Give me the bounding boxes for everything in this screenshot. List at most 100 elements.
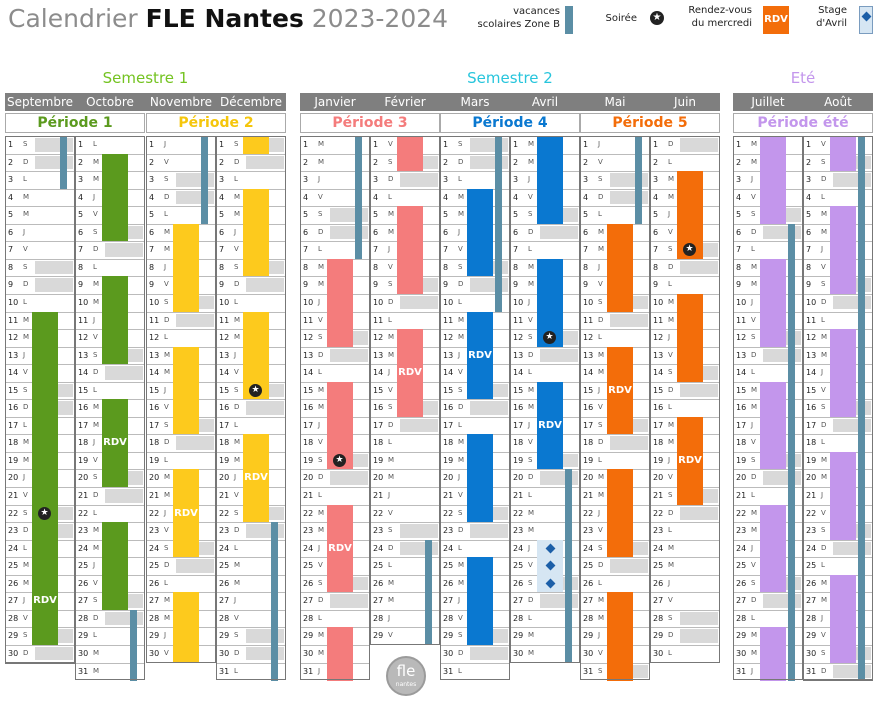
- day-number: 4: [513, 192, 519, 202]
- day-letter: L: [821, 192, 825, 201]
- day-number: 9: [373, 280, 379, 290]
- day-letter: S: [528, 455, 533, 464]
- day-letter: L: [388, 438, 392, 447]
- day-letter: M: [528, 140, 535, 148]
- day-letter: V: [458, 368, 463, 377]
- day-letter: M: [93, 280, 100, 289]
- day-number: 29: [303, 631, 314, 641]
- day-number: 31: [806, 666, 817, 676]
- day-letter: V: [318, 192, 323, 201]
- day-letter: M: [751, 140, 758, 148]
- period-day-bar: [677, 311, 703, 330]
- day-number: 5: [219, 210, 225, 220]
- day-number: 28: [736, 613, 747, 623]
- day-letter: V: [318, 315, 323, 324]
- day-number: 23: [78, 526, 89, 536]
- day-number: 27: [583, 596, 594, 606]
- period-day-bar: [467, 311, 493, 330]
- day-number: 10: [78, 297, 89, 307]
- period-day-bar: [102, 329, 128, 348]
- day-letter: V: [164, 648, 169, 657]
- day-number: 1: [443, 140, 449, 149]
- day-number: 28: [78, 613, 89, 623]
- week-separator: [5, 662, 75, 664]
- day-number: 18: [149, 438, 160, 448]
- day-letter: V: [668, 473, 673, 482]
- day-number: 28: [443, 613, 454, 623]
- vacances-bar: [201, 136, 208, 155]
- day-letter: M: [93, 175, 100, 184]
- day-number: 27: [219, 596, 230, 606]
- day-number: 15: [8, 385, 19, 395]
- day-letter: J: [23, 473, 26, 482]
- vacances-bar: [565, 469, 572, 488]
- day-number: 21: [513, 491, 524, 500]
- day-number: 16: [219, 403, 230, 413]
- title-year: 2023-2024: [311, 4, 449, 33]
- vacances-bar: [858, 451, 865, 470]
- period-2-label: Période 2: [178, 115, 254, 131]
- vacances-bar: [858, 171, 865, 190]
- day-letter: D: [93, 613, 99, 622]
- day-number: 14: [149, 368, 160, 378]
- day-letter: M: [318, 648, 325, 657]
- day-letter: V: [751, 438, 756, 447]
- day-letter: J: [318, 175, 321, 184]
- vacances-bar: [130, 644, 137, 663]
- day-letter: M: [668, 297, 675, 306]
- period-day-bar: [243, 136, 269, 155]
- day-letter: V: [93, 578, 98, 587]
- day-number: 10: [219, 297, 230, 307]
- period-day-bar: [830, 206, 856, 225]
- period-day-bar: [830, 329, 856, 348]
- day-number: 11: [513, 315, 524, 325]
- weekend-shade: [470, 401, 508, 415]
- day-letter: D: [93, 245, 99, 254]
- day-number: 29: [373, 631, 384, 641]
- period-day-bar: [830, 399, 856, 418]
- day-number: 20: [806, 473, 817, 483]
- day-number: 30: [303, 648, 314, 658]
- day-number: 21: [219, 491, 230, 500]
- vacances-bar: [858, 364, 865, 383]
- day-number: 10: [653, 297, 664, 307]
- day-number: 30: [443, 648, 454, 658]
- day-letter: V: [164, 157, 169, 166]
- period-day-bar: [537, 136, 563, 155]
- day-number: 13: [149, 350, 160, 360]
- day-letter: S: [668, 245, 673, 254]
- day-number: 12: [373, 333, 384, 343]
- day-number: 10: [806, 297, 817, 307]
- month-name-avril: Avril: [531, 95, 559, 109]
- period-day-bar: [830, 627, 856, 646]
- day-letter: M: [164, 613, 171, 622]
- vacances-bar: [858, 311, 865, 330]
- day-letter: V: [751, 192, 756, 201]
- day-number: 18: [806, 438, 817, 448]
- period-day-bar: [102, 171, 128, 190]
- period-day-bar: [173, 276, 199, 295]
- period-day-bar: [830, 223, 856, 242]
- day-letter: S: [598, 543, 603, 552]
- day-number: 3: [443, 175, 449, 185]
- day-letter: M: [821, 455, 828, 464]
- day-number: 3: [373, 175, 379, 185]
- day-number: 3: [583, 175, 589, 185]
- day-letter: D: [821, 420, 827, 429]
- period-day-bar: [327, 381, 353, 400]
- legend-soiree-label: Soirée: [605, 13, 637, 24]
- day-letter: V: [821, 631, 826, 640]
- day-number: 20: [736, 473, 747, 483]
- vacances-bar: [788, 223, 795, 242]
- month-column-octobre: [75, 136, 145, 681]
- day-letter: M: [528, 403, 535, 412]
- vacances-bar: [355, 188, 362, 207]
- day-letter: J: [668, 455, 671, 464]
- vacances-bar: [858, 434, 865, 453]
- day-number: 22: [78, 508, 89, 518]
- day-letter: M: [388, 596, 395, 605]
- day-letter: D: [388, 175, 394, 184]
- vacances-bar: [858, 223, 865, 242]
- day-number: 28: [583, 613, 594, 623]
- period-day-bar: [467, 557, 493, 576]
